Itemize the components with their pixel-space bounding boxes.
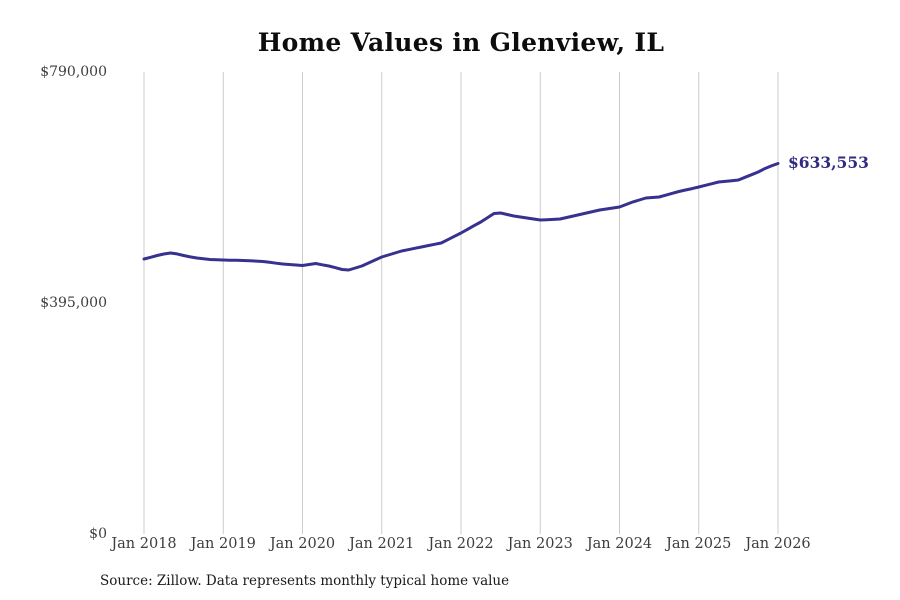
x-axis-tick-label: Jan 2021 (349, 536, 415, 552)
x-axis-tick-label: Jan 2020 (269, 536, 336, 552)
x-axis-tick-label: Jan 2025 (666, 536, 732, 552)
y-axis-tick-label: $0 (89, 526, 107, 542)
y-axis-tick-label: $395,000 (40, 295, 107, 311)
x-axis-tick-label: Jan 2022 (428, 536, 494, 552)
x-axis-tick-label: Jan 2019 (190, 536, 256, 552)
x-axis-tick-label: Jan 2023 (507, 536, 573, 552)
latest-value-label: $633,553 (788, 153, 869, 173)
y-axis-tick-label: $790,000 (40, 64, 107, 80)
chart-title: Home Values in Glenview, IL (257, 28, 665, 57)
x-axis-tick-label: Jan 2024 (586, 536, 653, 552)
x-axis-tick-label: Jan 2018 (111, 536, 177, 552)
x-axis-tick-label: Jan 2026 (745, 536, 811, 552)
source-note: Source: Zillow. Data represents monthly … (100, 573, 510, 589)
home-value-line (142, 162, 780, 272)
